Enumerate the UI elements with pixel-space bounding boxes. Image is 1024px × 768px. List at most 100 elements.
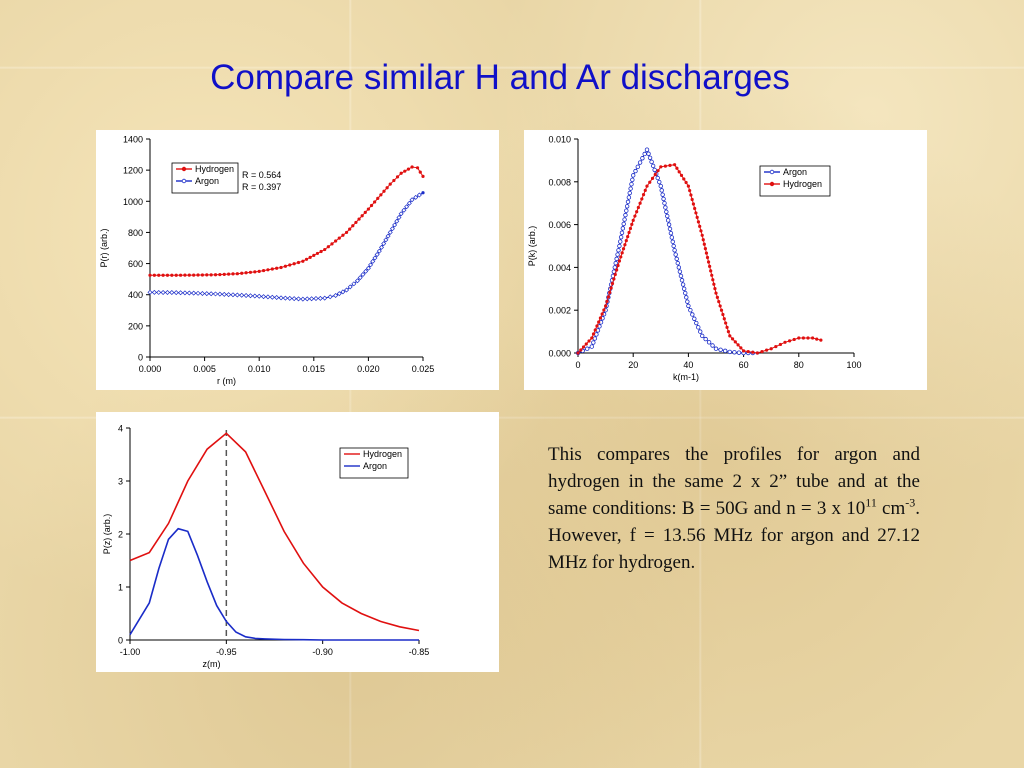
hydrogen-data-point — [240, 271, 244, 275]
argon-data-point — [304, 296, 310, 302]
hydrogen-data-point — [192, 273, 196, 277]
hydrogen-data-point — [705, 255, 710, 260]
x-tick-label: 100 — [846, 360, 861, 370]
x-tick-label: 80 — [794, 360, 804, 370]
argon-data-point — [672, 248, 677, 253]
correlation-annotation: R = 0.397 — [242, 182, 281, 192]
hydrogen-data-point — [765, 348, 769, 352]
hydrogen-data-point — [590, 336, 594, 340]
hydrogen-data-point — [357, 217, 361, 221]
argon-data-point — [592, 336, 598, 341]
argon-data-point — [354, 278, 360, 284]
hydrogen-data-point — [360, 214, 364, 218]
argon-data-point — [629, 182, 634, 187]
argon-data-point — [169, 290, 175, 296]
hydrogen-data-point — [597, 320, 601, 324]
argon-data-point — [160, 289, 166, 295]
hydrogen-data-point — [714, 291, 718, 295]
argon-data-point — [688, 307, 693, 313]
hydrogen-data-point — [200, 273, 205, 277]
argon-data-point — [309, 296, 315, 302]
argon-data-point — [727, 349, 732, 355]
y-axis-label: P(z) (arb.) — [102, 514, 112, 555]
hydrogen-data-point — [783, 340, 787, 344]
legend-label-argon: Argon — [363, 461, 387, 471]
legend-box — [339, 447, 409, 479]
hydrogen-data-point — [703, 247, 707, 251]
argon-data-point — [416, 192, 422, 198]
hydrogen-data-point — [608, 290, 612, 295]
y-tick-label: 1 — [118, 583, 123, 593]
hydrogen-data-point — [689, 193, 693, 197]
hydrogen-data-point — [344, 230, 349, 235]
hydrogen-data-point — [235, 272, 239, 276]
argon-data-point — [732, 350, 737, 355]
hydrogen-data-point — [718, 304, 722, 308]
argon-data-point — [624, 208, 629, 213]
hydrogen-data-point — [650, 176, 655, 180]
argon-data-point — [675, 260, 680, 266]
hydrogen-data-point — [788, 339, 792, 343]
hydrogen-data-point — [694, 211, 698, 215]
argon-data-point — [396, 214, 402, 220]
argon-data-point — [409, 197, 415, 203]
argon-data-point — [625, 199, 631, 205]
hydrogen-data-point — [279, 265, 283, 270]
argon-data-point — [685, 299, 690, 304]
y-tick-label: 0.010 — [548, 135, 571, 145]
argon-data-point — [657, 179, 662, 185]
hydrogen-data-point — [717, 300, 721, 304]
argon-series-line — [577, 148, 758, 354]
argon-data-point — [644, 147, 650, 152]
argon-data-point — [360, 271, 366, 277]
argon-data-point — [372, 255, 378, 261]
argon-data-point — [383, 237, 389, 243]
axial-profile-chart: 0 1 2 3 4 -1.00 -0.95 -0.90 -0.85 z(m) P(z) (arb.)… — [96, 412, 499, 672]
argon-data-point — [690, 312, 695, 317]
argon-data-point — [658, 183, 663, 189]
hydrogen-data-point — [635, 210, 639, 214]
argon-data-point — [665, 218, 671, 223]
hydrogen-data-point — [778, 342, 782, 347]
y-tick-label: 1000 — [123, 197, 143, 207]
hydrogen-data-point — [334, 239, 338, 243]
hydrogen-data-point — [739, 346, 743, 350]
argon-data-point — [627, 190, 632, 196]
argon-data-point — [677, 269, 683, 274]
hydrogen-data-point — [706, 260, 711, 264]
hydrogen-data-point — [196, 273, 200, 277]
hydrogen-data-point — [699, 229, 703, 233]
argon-data-point — [668, 230, 674, 236]
hydrogen-data-point — [602, 308, 606, 312]
x-tick-label: 20 — [628, 360, 638, 370]
argon-data-point — [147, 289, 153, 295]
argon-data-point — [591, 340, 596, 345]
hydrogen-data-point — [712, 282, 716, 286]
caption-exponent-2: -3 — [905, 495, 916, 510]
argon-data-point — [413, 194, 419, 200]
y-tick-label: 4 — [118, 424, 123, 434]
argon-data-point — [624, 204, 630, 209]
hydrogen-data-point — [640, 197, 644, 201]
hydrogen-data-point — [628, 226, 633, 231]
hydrogen-data-point — [668, 163, 672, 167]
argon-data-point — [616, 248, 621, 253]
argon-data-point — [363, 268, 369, 274]
y-tick-label: 0 — [138, 353, 143, 363]
hydrogen-data-point — [148, 273, 152, 277]
argon-data-point — [612, 265, 617, 270]
hydrogen-data-point — [645, 184, 649, 188]
hydrogen-data-point — [379, 193, 383, 197]
hydrogen-data-point — [323, 247, 327, 252]
argon-data-point — [670, 239, 675, 244]
hydrogen-data-point — [288, 263, 292, 267]
argon-data-point — [278, 295, 284, 301]
hydrogen-data-point — [659, 165, 663, 169]
argon-data-point — [291, 296, 297, 302]
hydrogen-data-point — [354, 220, 358, 225]
hydrogen-data-point — [626, 234, 630, 239]
hydrogen-data-point — [715, 295, 719, 299]
hydrogen-data-point — [330, 242, 334, 246]
argon-data-point — [680, 282, 686, 287]
hydrogen-data-point — [382, 189, 386, 193]
